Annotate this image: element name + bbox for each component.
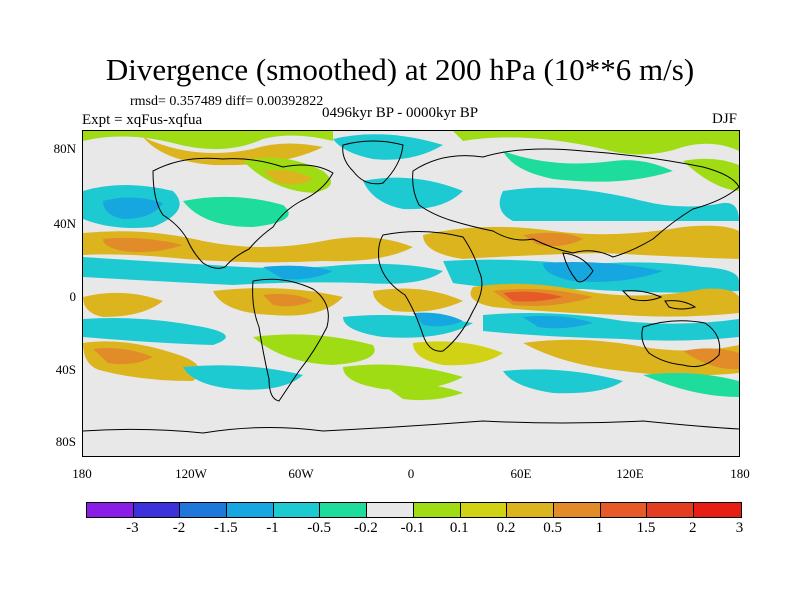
contour-patch — [183, 365, 303, 390]
colorbar-swatch — [553, 503, 601, 517]
colorbar-swatch — [367, 503, 414, 517]
lat-label: 80S — [55, 434, 76, 449]
contour-patch — [423, 225, 739, 259]
colorbar-label: -0.2 — [353, 520, 378, 536]
coast-north-america — [152, 157, 334, 269]
colorbar-swatch — [693, 503, 741, 517]
coast-eurasia — [412, 148, 739, 258]
colorbar-label: 3 — [735, 520, 744, 536]
lat-label: 0 — [69, 289, 77, 304]
contour-patch — [83, 257, 443, 285]
contour-patch — [103, 237, 183, 253]
colorbar-swatch — [647, 503, 694, 517]
contour-patch — [413, 341, 503, 366]
contour-patch — [263, 293, 313, 307]
contour-patch — [343, 364, 463, 390]
coastlines — [83, 140, 739, 434]
contour-patch — [523, 232, 583, 247]
coast-india — [562, 252, 594, 283]
contour-patch — [83, 318, 226, 345]
experiment-label: Expt = xqFus-xqfua — [82, 112, 203, 128]
colorbar-label: -0.5 — [307, 520, 332, 536]
colorbar-swatch — [87, 503, 134, 517]
contour-patch — [263, 170, 313, 185]
colorbar-label: 1 — [595, 520, 604, 536]
colorbar-swatch — [273, 503, 321, 517]
colorbar-label: 0.2 — [496, 520, 516, 536]
contour-patch — [503, 369, 623, 394]
contour-patch — [103, 197, 163, 219]
lon-label: 60E — [510, 466, 532, 481]
lon-label: 0 — [407, 466, 415, 481]
colorbar-swatch — [180, 503, 228, 517]
contour-patch — [683, 348, 739, 370]
lon-label: 120E — [616, 466, 644, 481]
colorbar-label: -3 — [126, 520, 139, 536]
lon-label: 60W — [288, 466, 314, 481]
coast-africa — [378, 230, 483, 352]
contour-patch — [363, 177, 463, 210]
contour-patch — [503, 291, 563, 302]
contour-patch — [83, 131, 333, 150]
coast-australia — [641, 320, 721, 368]
colorbar-label: 0.1 — [449, 520, 469, 536]
colorbar-swatch — [413, 503, 461, 517]
contour-patch — [83, 292, 163, 317]
lat-label: 40N — [53, 216, 76, 231]
contour-patch — [453, 131, 739, 155]
colorbar-swatch — [227, 503, 274, 517]
contour-patch — [383, 384, 463, 401]
contour-patch — [413, 312, 463, 327]
season-label: DJF — [712, 111, 738, 127]
colorbar-swatch — [507, 503, 554, 517]
contour-patch — [93, 348, 153, 365]
coast-indonesia-2 — [664, 300, 697, 310]
contour-patch — [183, 196, 289, 227]
lon-label: 120W — [175, 466, 207, 481]
map-plot-area — [82, 130, 740, 457]
colorbar-swatch — [133, 503, 181, 517]
stats-text: rmsd= 0.357489 diff= 0.00392822 — [130, 94, 324, 109]
colorbar-label: 2 — [689, 520, 697, 536]
divergence-field — [83, 131, 739, 401]
coast-south-america — [252, 278, 329, 402]
colorbar-label: 0.5 — [543, 520, 563, 536]
lon-label: 180 — [72, 466, 92, 481]
map-title: Divergence (smoothed) at 200 hPa (10**6 … — [105, 52, 695, 87]
contour-patch — [543, 262, 663, 282]
colorbar-label: -0.1 — [400, 520, 425, 536]
coast-antarctica — [83, 420, 739, 434]
colorbar-swatch — [460, 503, 508, 517]
contour-patch — [643, 373, 739, 397]
colorbar — [86, 502, 742, 518]
contour-patch — [499, 187, 739, 221]
contour-patch — [333, 134, 443, 160]
coast-greenland — [342, 140, 404, 185]
contour-patch — [523, 315, 593, 329]
colorbar-label: -1.5 — [213, 520, 238, 536]
lon-label: 180 — [730, 466, 750, 481]
coast-indonesia — [621, 290, 663, 302]
contour-patch — [263, 265, 333, 280]
colorbar-swatch — [320, 503, 368, 517]
contour-patch — [373, 288, 463, 312]
contour-patch — [83, 231, 413, 263]
colorbar-label: -2 — [172, 520, 186, 536]
colorbar-label: 1.5 — [636, 520, 656, 536]
contour-patch — [503, 151, 673, 182]
period-label: 0496kyr BP - 0000kyr BP — [322, 105, 479, 121]
lat-label: 40S — [55, 362, 76, 377]
contour-patch — [683, 158, 739, 191]
lat-label: 80N — [53, 141, 76, 156]
contour-patch — [523, 339, 739, 376]
colorbar-label: -1 — [266, 520, 279, 536]
colorbar-swatch — [600, 503, 648, 517]
contour-patch — [483, 313, 739, 341]
